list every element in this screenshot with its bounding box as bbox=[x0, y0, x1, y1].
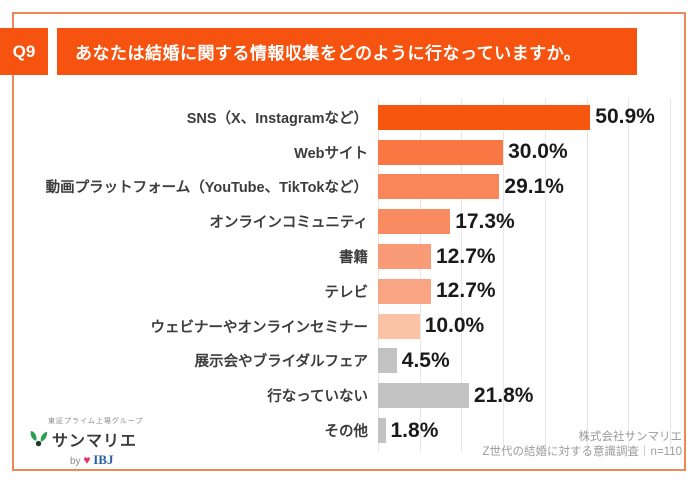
logo-by-label: by bbox=[70, 456, 81, 467]
card-border bbox=[12, 12, 686, 471]
logo-brand-text: サンマリエ bbox=[52, 433, 138, 450]
category-label: SNS（X、Instagramなど） bbox=[186, 110, 368, 127]
category-label: 行なっていない bbox=[267, 389, 368, 406]
chart-row: テレビ 12.7% bbox=[0, 274, 700, 309]
heart-icon: ♥ bbox=[83, 453, 91, 467]
bar bbox=[378, 348, 397, 374]
value-label: 50.9% bbox=[595, 105, 655, 129]
category-label: Webサイト bbox=[294, 145, 368, 162]
bar bbox=[378, 244, 431, 270]
value-label: 12.7% bbox=[436, 279, 496, 303]
value-label: 29.1% bbox=[504, 174, 564, 198]
value-label: 17.3% bbox=[455, 209, 515, 233]
question-title: あなたは結婚に関する情報収集をどのように行なっていますか。 bbox=[75, 44, 582, 63]
bar bbox=[378, 383, 469, 409]
value-label: 12.7% bbox=[436, 244, 496, 268]
chart-row: その他 1.8% bbox=[0, 413, 700, 448]
chart-row: オンラインコミュニティ 17.3% bbox=[0, 204, 700, 239]
chart-row: 展示会やブライダルフェア 4.5% bbox=[0, 344, 700, 379]
value-label: 10.0% bbox=[424, 314, 485, 338]
source-company: 株式会社サンマリエ bbox=[578, 431, 683, 443]
category-label: オンラインコミュニティ bbox=[209, 215, 368, 232]
logo-group-text: 東証プライム上場グループ bbox=[48, 418, 144, 425]
bar bbox=[378, 418, 386, 444]
category-label: 展示会やブライダルフェア bbox=[194, 354, 368, 371]
question-number-badge: Q9 bbox=[0, 28, 48, 75]
bar bbox=[378, 209, 451, 235]
chart-row: 書籍 12.7% bbox=[0, 239, 700, 274]
bar bbox=[378, 139, 504, 165]
chart-row: 動画プラットフォーム（YouTube、TikTokなど） 29.1% bbox=[0, 170, 700, 205]
value-label: 4.5% bbox=[401, 348, 450, 372]
chart-row: SNS（X、Instagramなど） 50.9% bbox=[0, 100, 700, 135]
value-label: 21.8% bbox=[473, 383, 534, 407]
source-survey: Z世代の結婚に対する意識調査｜n=110 bbox=[482, 446, 682, 458]
chart-row: ウェビナーやオンラインセミナー 10.0% bbox=[0, 309, 700, 344]
value-label: 30.0% bbox=[508, 140, 568, 164]
bar bbox=[378, 313, 420, 339]
bar bbox=[378, 104, 591, 130]
bar bbox=[378, 174, 500, 200]
logo-ibj-text: IBJ bbox=[93, 452, 114, 467]
value-label: 1.8% bbox=[390, 418, 439, 442]
category-label: ウェビナーやオンラインセミナー bbox=[150, 319, 369, 336]
question-number: Q9 bbox=[12, 41, 36, 61]
chart-row: Webサイト 30.0% bbox=[0, 135, 700, 170]
category-label: テレビ bbox=[324, 284, 369, 301]
source-attribution: 株式会社サンマリエ Z世代の結婚に対する意識調査｜n=110 bbox=[483, 430, 682, 460]
chart-row: 行なっていない 21.8% bbox=[0, 378, 700, 413]
category-label: 書籍 bbox=[339, 250, 368, 267]
bar-chart: SNS（X、Instagramなど） 50.9% Webサイト 30.0% 動画… bbox=[0, 100, 700, 448]
bar bbox=[378, 278, 431, 304]
question-title-banner: あなたは結婚に関する情報収集をどのように行なっていますか。 bbox=[57, 28, 637, 75]
sunmarie-logo: 東証プライム上場グループ サンマリエ by ♥ IBJ bbox=[28, 416, 158, 468]
leaf-icon bbox=[30, 430, 48, 447]
category-label: 動画プラットフォーム（YouTube、TikTokなど） bbox=[45, 180, 368, 197]
category-label: その他 bbox=[324, 424, 369, 441]
